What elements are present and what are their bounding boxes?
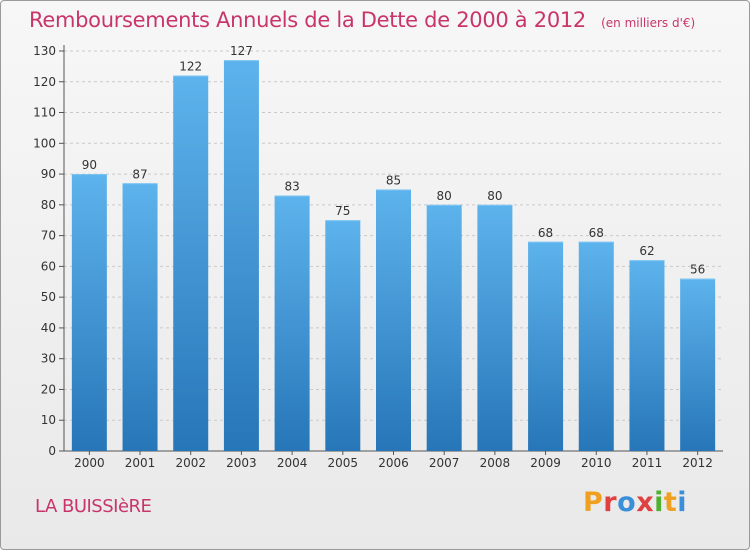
logo-letter: i [654, 487, 664, 518]
y-tick-label: 70 [41, 229, 56, 243]
logo-letter: x [636, 487, 655, 518]
data-label-2004: 83 [284, 180, 299, 194]
bar-2011 [629, 260, 665, 451]
x-tick-label-2003: 2003 [226, 456, 257, 470]
bar-2007 [426, 204, 462, 451]
data-label-2005: 75 [335, 204, 350, 218]
logo-letter: r [603, 487, 618, 518]
x-tick-label-2010: 2010 [581, 456, 612, 470]
y-tick-label: 110 [33, 106, 56, 120]
y-tick-label: 30 [41, 352, 56, 366]
chart-title: Remboursements Annuels de la Dette de 20… [29, 8, 695, 32]
data-label-2001: 87 [132, 167, 147, 181]
x-tick-label-2011: 2011 [632, 456, 663, 470]
data-label-2009: 68 [538, 226, 553, 240]
bar-2000 [71, 174, 107, 452]
chart-title-text: Remboursements Annuels de la Dette de 20… [29, 8, 586, 32]
data-label-2003: 127 [230, 44, 253, 58]
bar-2001 [122, 183, 158, 452]
bar-2004 [274, 195, 310, 451]
x-tick-label-2000: 2000 [74, 456, 105, 470]
y-tick-label: 60 [41, 259, 56, 273]
bar-2003 [223, 60, 259, 451]
y-tick-label: 80 [41, 198, 56, 212]
data-labels: 90 87 122 127 83 75 85 80 80 68 68 62 56 [82, 44, 706, 276]
y-tick-label: 40 [41, 321, 56, 335]
bars [71, 60, 716, 452]
data-label-2012: 56 [690, 263, 705, 277]
x-tick-label-2005: 2005 [328, 456, 359, 470]
unit-note: (en milliers d'€) [601, 16, 696, 30]
x-tick-label-2012: 2012 [682, 456, 713, 470]
proxiti-logo: Proxiti [583, 487, 687, 518]
x-tick-label-2004: 2004 [277, 456, 308, 470]
bar-2010 [578, 241, 614, 451]
bar-2008 [477, 204, 513, 451]
x-tick-label-2007: 2007 [429, 456, 460, 470]
data-label-2011: 62 [639, 244, 654, 258]
x-tick-label-2006: 2006 [378, 456, 409, 470]
bar-2002 [173, 75, 209, 451]
commune-name: LA BUISSIèRE [35, 496, 152, 517]
y-tick-label: 100 [33, 136, 56, 150]
y-tick-label: 50 [41, 290, 56, 304]
y-tick-label: 90 [41, 167, 56, 181]
x-tick-label-2008: 2008 [480, 456, 511, 470]
y-tick-label: 120 [33, 75, 56, 89]
logo-letter: i [677, 487, 688, 518]
data-label-2010: 68 [589, 226, 604, 240]
data-label-2006: 85 [386, 173, 401, 187]
logo-letter: o [617, 487, 637, 518]
data-label-2002: 122 [179, 60, 202, 74]
y-tick-label: 130 [33, 44, 56, 58]
bar-2005 [325, 220, 361, 451]
data-label-2008: 80 [487, 189, 502, 203]
y-tick-label: 20 [41, 382, 56, 396]
y-tick-label: 0 [48, 444, 56, 458]
bar-2012 [680, 278, 716, 451]
logo-letter: P [583, 487, 604, 518]
data-label-2007: 80 [437, 189, 452, 203]
data-label-2000: 90 [82, 158, 97, 172]
x-tick-label-2009: 2009 [530, 456, 561, 470]
x-tick-label-2002: 2002 [175, 456, 206, 470]
bar-2006 [376, 189, 411, 451]
logo-letter: t [663, 487, 678, 518]
x-tick-label-2001: 2001 [125, 456, 156, 470]
bar-2009 [528, 241, 564, 451]
y-tick-label: 10 [41, 413, 56, 427]
